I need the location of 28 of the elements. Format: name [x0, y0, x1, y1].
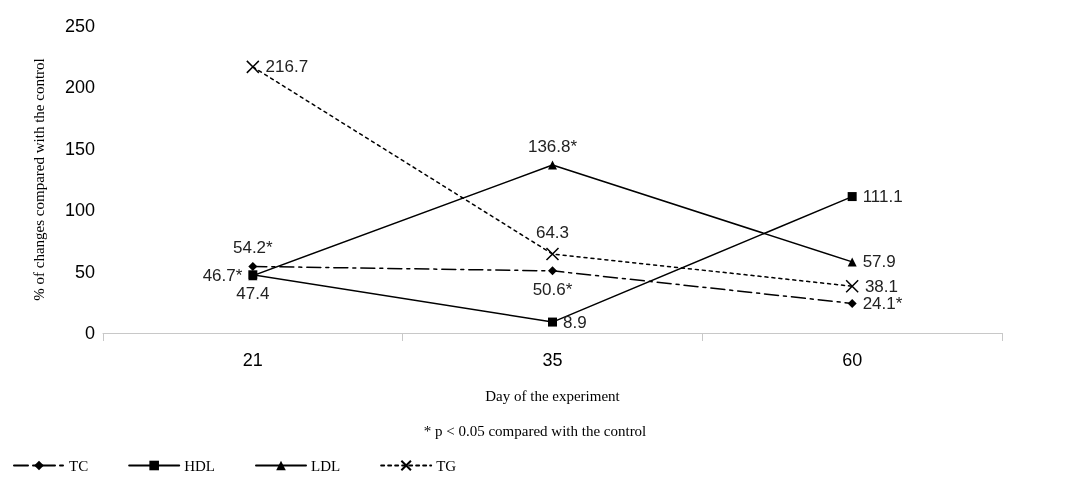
- y-tick-label: 50: [74, 261, 95, 282]
- data-label: 47.4: [236, 284, 270, 304]
- data-label: 64.3: [535, 223, 570, 243]
- legend-label: LDL: [311, 457, 341, 474]
- x-axis-title: Day of the experiment: [485, 387, 621, 404]
- data-label: 54.2*: [232, 237, 274, 257]
- y-tick-label: 250: [64, 16, 95, 36]
- data-label: 136.8*: [527, 136, 578, 156]
- y-tick-label: 0: [84, 323, 95, 343]
- data-label: 24.1*: [862, 293, 903, 313]
- y-tick-label: 200: [64, 77, 95, 98]
- legend-label: HDL: [184, 457, 215, 474]
- data-label: 50.6*: [532, 280, 573, 300]
- data-label: 57.9: [862, 252, 896, 272]
- data-label: 111.1: [862, 187, 903, 207]
- x-tick-label: 60: [842, 350, 863, 370]
- y-tick-label: 150: [64, 138, 95, 159]
- data-label: 38.1: [864, 276, 899, 296]
- y-tick-label: 100: [64, 200, 95, 221]
- x-tick-label: 35: [542, 350, 563, 370]
- legend-label: TC: [69, 457, 89, 474]
- x-tick-label: 21: [242, 350, 263, 370]
- data-label: 8.9: [563, 312, 587, 332]
- legend-label: TG: [436, 457, 457, 474]
- y-axis-title: % of changes compared with the control: [31, 58, 47, 301]
- data-label: 46.7*: [202, 266, 243, 286]
- data-label: 216.7: [265, 57, 309, 77]
- text: * p < 0.05 compared with the control: [423, 422, 647, 439]
